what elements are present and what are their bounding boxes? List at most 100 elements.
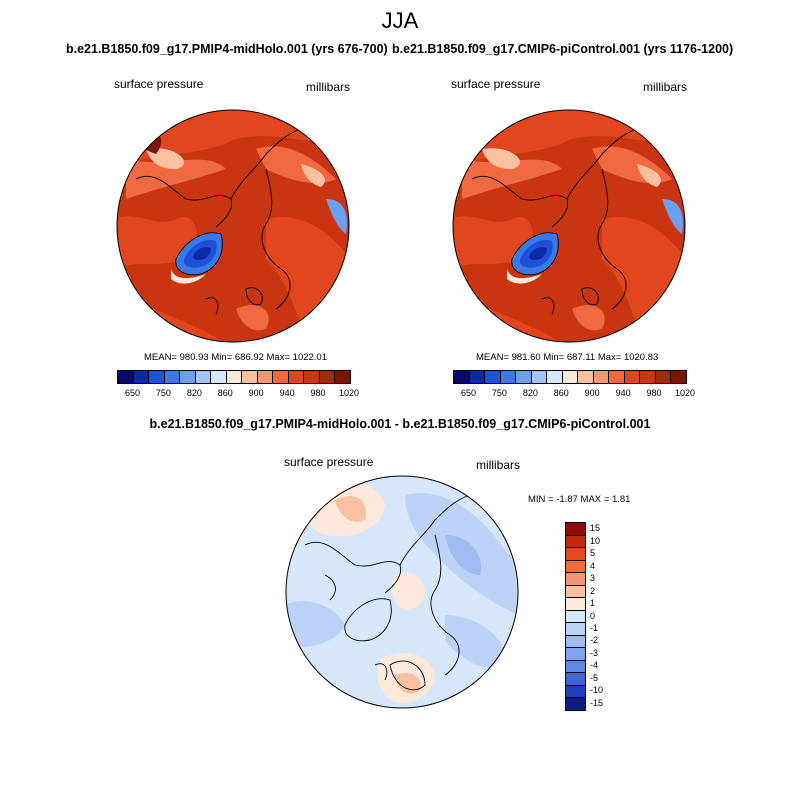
colorbar-tick-label: 3 bbox=[590, 573, 596, 584]
colorbar-tick-label: 0 bbox=[590, 610, 596, 621]
coastlines bbox=[135, 128, 302, 315]
colorbar-swatch bbox=[566, 648, 585, 661]
colorbar-swatch bbox=[226, 371, 243, 383]
colorbar-swatch bbox=[273, 371, 289, 383]
colorbar-swatch bbox=[624, 371, 641, 383]
colorbar-tick-label: 650 bbox=[460, 388, 476, 398]
colorbar-tick-label: -3 bbox=[590, 647, 599, 658]
colorbar-swatch bbox=[566, 535, 585, 549]
colorbar-tick-label: 10 bbox=[590, 535, 601, 546]
colorbar-tick-label: -5 bbox=[590, 672, 599, 683]
colorbar-swatch bbox=[531, 371, 548, 383]
colorbar-swatch bbox=[149, 371, 165, 383]
colorbar-swatch bbox=[133, 371, 150, 383]
colorbar-swatch bbox=[566, 560, 585, 574]
left-units-label: millibars bbox=[306, 80, 351, 94]
colorbar-swatch bbox=[164, 371, 181, 383]
colorbar-swatch bbox=[566, 573, 585, 586]
colorbar-swatch bbox=[566, 585, 585, 599]
colorbar-swatch bbox=[655, 371, 672, 383]
colorbar-tick-label: 750 bbox=[491, 388, 507, 398]
colorbar-swatch bbox=[640, 371, 656, 383]
colorbar-swatch bbox=[288, 371, 305, 383]
right-panel-title: b.e21.B1850.f09_g17.CMIP6-piControl.001 … bbox=[392, 42, 734, 56]
colorbar-tick-label: -1 bbox=[590, 622, 599, 633]
diff-panel-title: b.e21.B1850.f09_g17.PMIP4-midHolo.001 - … bbox=[149, 417, 651, 431]
colorbar-tick-label: 900 bbox=[248, 388, 264, 398]
colorbar-swatch bbox=[609, 371, 625, 383]
colorbar-tick-label: -10 bbox=[590, 685, 604, 696]
colorbar-swatch bbox=[180, 371, 196, 383]
colorbar-tick-label: -15 bbox=[590, 697, 604, 708]
colorbar-swatch bbox=[304, 371, 320, 383]
colorbar-tick-label: 980 bbox=[310, 388, 326, 398]
right-colorbar-ticks: 650 750 820 860 900 940 980 1020 bbox=[453, 388, 695, 400]
colorbar-swatch bbox=[566, 698, 585, 710]
colorbar-tick-label: 5 bbox=[590, 548, 596, 559]
colorbar-swatch bbox=[516, 371, 532, 383]
colorbar-swatch bbox=[118, 371, 134, 383]
colorbar-tick-label: 2 bbox=[590, 585, 596, 596]
colorbar-tick-label: 940 bbox=[615, 388, 631, 398]
colorbar-tick-label: 820 bbox=[522, 388, 538, 398]
positive-anomaly-center bbox=[392, 573, 425, 611]
colorbar-swatch bbox=[566, 598, 585, 611]
left-panel-title: b.e21.B1850.f09_g17.PMIP4-midHolo.001 (y… bbox=[66, 42, 388, 56]
diff-colorbar bbox=[565, 522, 586, 711]
colorbar-swatch bbox=[671, 371, 686, 383]
left-colorbar-ticks: 650 750 820 860 900 940 980 1020 bbox=[117, 388, 359, 400]
colorbar-tick-label: 15 bbox=[590, 523, 601, 534]
right-polar-map bbox=[452, 109, 686, 343]
colorbar-swatch bbox=[562, 371, 579, 383]
colorbar-tick-label: 1020 bbox=[338, 388, 360, 398]
left-stats: MEAN= 980.93 Min= 686.92 Max= 1022.01 bbox=[144, 352, 327, 363]
colorbar-swatch bbox=[578, 371, 594, 383]
colorbar-swatch bbox=[566, 623, 585, 636]
diff-units-label: millibars bbox=[476, 458, 521, 472]
colorbar-swatch bbox=[566, 660, 585, 674]
diff-coastlines bbox=[304, 494, 471, 691]
colorbar-swatch bbox=[195, 371, 212, 383]
colorbar-tick-label: 1020 bbox=[674, 388, 696, 398]
season-title: JJA bbox=[381, 8, 419, 33]
right-stats: MEAN= 981.60 Min= 687.11 Max= 1020.83 bbox=[476, 352, 659, 363]
colorbar-swatch bbox=[566, 610, 585, 624]
colorbar-tick-label: 860 bbox=[553, 388, 569, 398]
colorbar-swatch bbox=[335, 371, 350, 383]
colorbar-tick-label: 980 bbox=[646, 388, 662, 398]
right-colorbar bbox=[453, 370, 687, 384]
colorbar-swatch bbox=[257, 371, 274, 383]
colorbar-tick-label: 4 bbox=[590, 560, 596, 571]
colorbar-tick-label: 1 bbox=[590, 598, 596, 609]
colorbar-tick-label: 750 bbox=[155, 388, 171, 398]
colorbar-swatch bbox=[566, 685, 585, 699]
colorbar-swatch bbox=[593, 371, 610, 383]
left-colorbar bbox=[117, 370, 351, 384]
diff-polar-map bbox=[285, 475, 519, 709]
colorbar-swatch bbox=[469, 371, 486, 383]
colorbar-tick-label: -2 bbox=[590, 635, 599, 646]
colorbar-swatch bbox=[566, 673, 585, 686]
diff-stats: MIN = -1.87 MAX = 1.81 bbox=[528, 494, 631, 505]
colorbar-swatch bbox=[211, 371, 227, 383]
colorbar-swatch bbox=[500, 371, 517, 383]
colorbar-swatch bbox=[242, 371, 258, 383]
colorbar-swatch bbox=[485, 371, 501, 383]
colorbar-swatch bbox=[547, 371, 563, 383]
colorbar-tick-label: -4 bbox=[590, 660, 599, 671]
colorbar-tick-label: 650 bbox=[124, 388, 140, 398]
left-polar-map bbox=[116, 109, 350, 343]
diff-colorbar-ticks: 15 10 5 4 3 2 1 0 -1 -2 -3 -4 -5 -10 -15 bbox=[590, 522, 620, 709]
colorbar-swatch bbox=[566, 523, 585, 536]
colorbar-tick-label: 900 bbox=[584, 388, 600, 398]
colorbar-swatch bbox=[566, 548, 585, 561]
colorbar-tick-label: 860 bbox=[217, 388, 233, 398]
colorbar-tick-label: 820 bbox=[186, 388, 202, 398]
colorbar-swatch bbox=[319, 371, 336, 383]
colorbar-swatch bbox=[566, 635, 585, 649]
right-variable-label: surface pressure bbox=[451, 77, 541, 91]
colorbar-tick-label: 940 bbox=[279, 388, 295, 398]
right-units-label: millibars bbox=[643, 80, 688, 94]
left-variable-label: surface pressure bbox=[114, 77, 204, 91]
diff-variable-label: surface pressure bbox=[284, 455, 374, 469]
